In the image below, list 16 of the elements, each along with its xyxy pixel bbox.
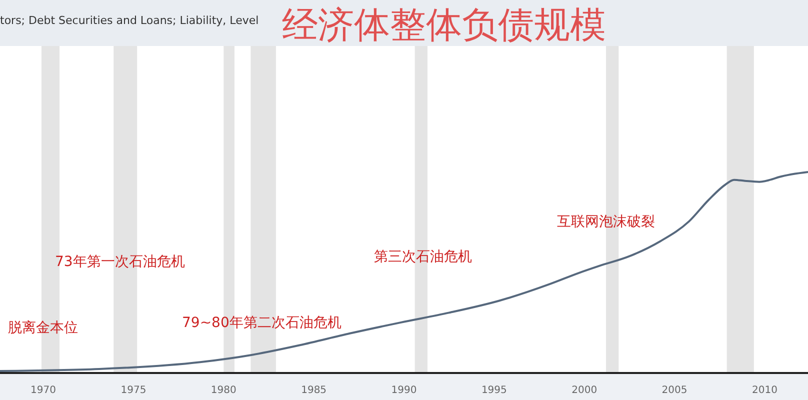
x-tick-label: 1970	[30, 385, 56, 396]
x-tick-label: 2010	[752, 385, 778, 396]
annotation: 第三次石油危机	[374, 249, 472, 265]
x-tick-label: 1985	[301, 385, 327, 396]
annotation: 互联网泡沫破裂	[557, 214, 655, 230]
x-tick-label: 1995	[481, 385, 507, 396]
x-tick-label: 2000	[572, 385, 598, 396]
annotation: 73年第一次石油危机	[55, 254, 185, 270]
x-tick-label: 1975	[120, 385, 146, 396]
x-tick-label: 1990	[391, 385, 417, 396]
annotation: 79~80年第二次石油危机	[182, 315, 342, 331]
chart-subtitle: tors; Debt Securities and Loans; Liability, Level	[0, 14, 259, 27]
chart-title: 经济体整体负债规模	[282, 5, 606, 46]
x-tick-label: 2005	[662, 385, 688, 396]
x-tick-label: 1980	[210, 385, 236, 396]
annotation: 脱离金本位	[8, 320, 78, 336]
